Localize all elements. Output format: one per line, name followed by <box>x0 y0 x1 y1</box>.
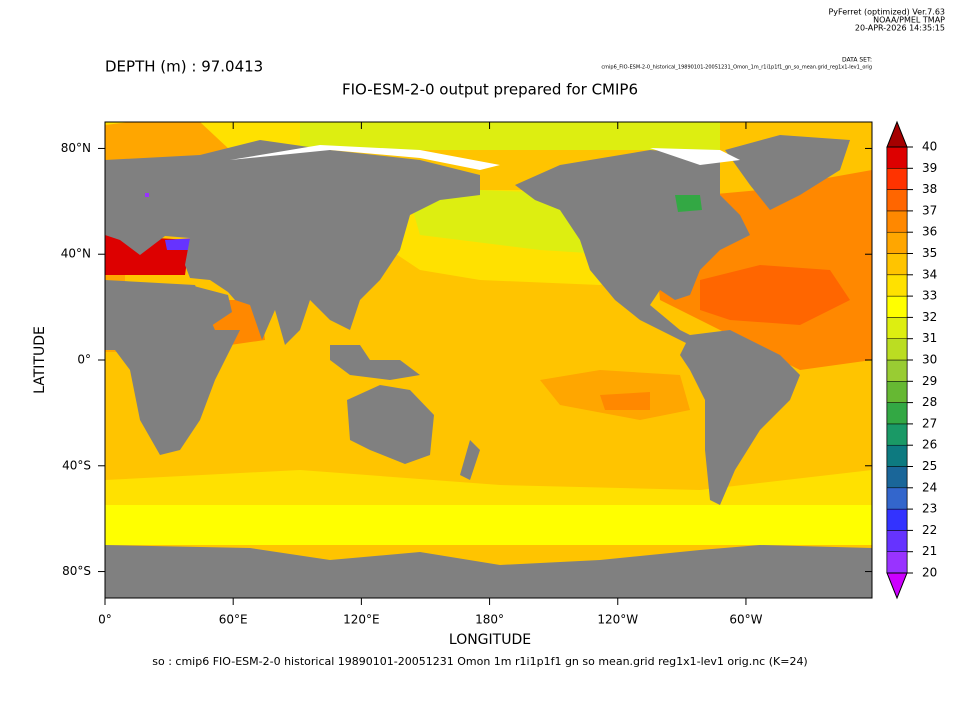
colorbar-box <box>886 530 908 552</box>
colorbar-box <box>886 423 908 446</box>
ocean-region <box>300 122 720 150</box>
x-tick-label: 180° <box>475 613 504 627</box>
colorbar-label: 27 <box>922 416 937 430</box>
colorbar-label: 34 <box>922 267 937 281</box>
colorbar-box <box>886 274 908 297</box>
org-label: NOAA/PMEL TMAP <box>873 16 945 25</box>
y-tick-label: 80°S <box>62 564 91 578</box>
colorbar-label: 28 <box>922 395 937 409</box>
y-tick-label: 40°S <box>62 458 91 472</box>
x-axis-label: LONGITUDE <box>449 632 531 648</box>
colorbar-box <box>886 551 908 574</box>
colorbar-label: 39 <box>922 161 937 175</box>
colorbar-label: 26 <box>922 438 937 452</box>
colorbar-label: 21 <box>922 544 937 558</box>
y-tick-label: 40°N <box>61 247 91 261</box>
colorbar-box <box>886 359 908 382</box>
colorbar-label: 29 <box>922 374 937 388</box>
colorbar-box <box>886 295 908 318</box>
colorbar-box <box>886 231 908 254</box>
sea-ice <box>650 148 740 165</box>
colorbar-box <box>886 253 908 276</box>
colorbar-label: 36 <box>922 225 937 239</box>
colorbar-label: 35 <box>922 246 937 260</box>
colorbar-box <box>886 444 908 467</box>
new-zealand <box>460 440 480 480</box>
dataset: cmip6_FIO-ESM-2-0_historical_19890101-20… <box>601 65 872 71</box>
colorbar-box <box>886 210 908 233</box>
australia <box>347 385 434 464</box>
colorbar-box <box>886 189 908 212</box>
greenland <box>725 135 850 210</box>
arabia <box>190 285 232 330</box>
colorbar-label: 30 <box>922 353 937 367</box>
colorbar-label: 24 <box>922 480 937 494</box>
south-america <box>680 330 800 505</box>
eurasia <box>105 140 480 345</box>
colorbar-label: 22 <box>922 523 937 537</box>
y-tick-label: 0° <box>77 353 91 367</box>
chart-title: FIO-ESM-2-0 output prepared for CMIP6 <box>342 81 638 99</box>
colorbar-box <box>886 466 908 489</box>
colorbar-label: 23 <box>922 502 937 516</box>
colorbar-over <box>886 120 908 148</box>
ocean-region <box>700 265 850 325</box>
colorbar-label: 20 <box>922 566 937 580</box>
sea-region <box>145 193 149 197</box>
sea-ice <box>230 145 500 170</box>
footer: so : cmip6 FIO-ESM-2-0 historical 198901… <box>152 655 807 668</box>
ocean-region <box>600 392 650 410</box>
x-tick-label: 60°E <box>219 613 248 627</box>
land <box>105 135 872 598</box>
colorbar-label: 38 <box>922 182 937 196</box>
colorbar-box <box>886 317 908 339</box>
y-tick-label: 80°N <box>61 141 91 155</box>
colorbar-box <box>886 168 908 190</box>
colorbar-label: 25 <box>922 459 937 473</box>
x-tick-label: 0° <box>98 613 112 627</box>
sea-region <box>675 195 702 212</box>
program-label: PyFerret (optimized) Ver.7.63 <box>828 8 945 17</box>
islands <box>330 345 420 380</box>
colorbar-label: 33 <box>922 289 937 303</box>
x-tick-label: 60°W <box>729 613 762 627</box>
colorbar-under <box>886 572 908 600</box>
colorbar-label: 37 <box>922 203 937 217</box>
colorbar-box <box>886 338 908 361</box>
colorbar-box <box>886 508 908 531</box>
antarctica <box>105 545 872 598</box>
colorbar-box <box>886 487 908 510</box>
colorbar-box <box>886 381 908 403</box>
dataset-label: DATA SET: <box>842 57 872 64</box>
ocean-region <box>105 505 872 545</box>
x-tick-label: 120°E <box>343 613 380 627</box>
x-tick-label: 120°W <box>597 613 638 627</box>
colorbar-label: 32 <box>922 310 937 324</box>
colorbar-box <box>886 402 908 425</box>
depth-label: DEPTH (m) : 97.0413 <box>105 58 263 76</box>
colorbar-label: 31 <box>922 331 937 345</box>
timestamp: 20-APR-2026 14:35:15 <box>855 24 945 33</box>
sea-region <box>165 238 195 250</box>
map <box>105 122 872 598</box>
colorbar-box <box>886 146 908 169</box>
y-axis-label: LATITUDE <box>32 326 48 394</box>
colorbar-label: 40 <box>922 140 937 154</box>
